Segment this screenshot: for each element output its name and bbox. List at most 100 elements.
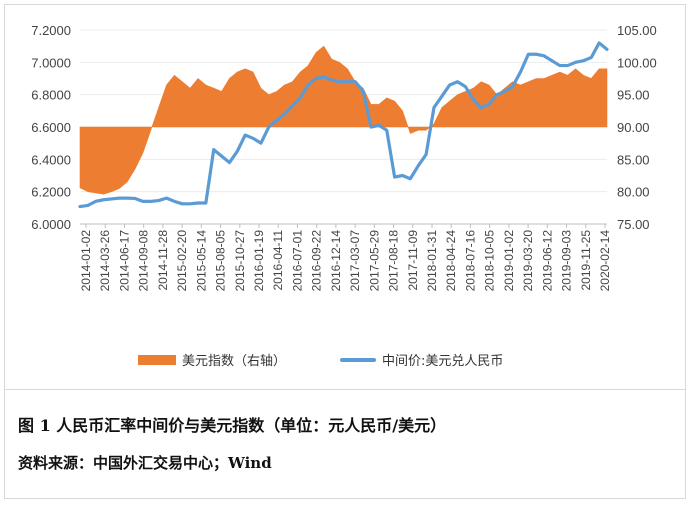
cny-midrate-point xyxy=(401,174,404,177)
cny-midrate-point xyxy=(378,124,380,126)
right-tick-label: 105.00 xyxy=(617,23,657,38)
cny-midrate-point xyxy=(228,161,231,164)
left-tick-label: 6.8000 xyxy=(31,88,71,103)
cny-midrate-point xyxy=(386,129,388,131)
usd-index-area-layer xyxy=(79,45,608,195)
chart-legend: 美元指数（右轴） 中间价:美元兑人民币 xyxy=(0,350,692,370)
x-axis-ticks: 2014-01-02 2014-03-26 2014-06-17 2014-09-08… xyxy=(79,224,612,291)
cny-midrate-point xyxy=(370,126,372,128)
cny-midrate-point xyxy=(197,202,199,204)
cny-midrate-point xyxy=(260,142,262,144)
x-tick-label: 2017-03-07 xyxy=(348,230,362,292)
cny-midrate-point xyxy=(307,84,309,86)
right-tick-label: 100.00 xyxy=(617,55,657,70)
cny-midrate-point xyxy=(362,90,364,93)
cny-midrate-line xyxy=(78,41,609,209)
cny-midrate-point xyxy=(590,56,592,59)
x-tick-label: 2016-07-01 xyxy=(290,230,304,292)
x-tick-label: 2019-09-03 xyxy=(560,230,574,292)
x-tick-label: 2018-01-31 xyxy=(425,230,439,292)
cny-midrate-point xyxy=(126,197,128,199)
cny-midrate-point xyxy=(567,64,569,67)
x-tick-label: 2015-02-20 xyxy=(175,230,189,292)
cny-midrate-point xyxy=(181,203,183,205)
cny-midrate-point xyxy=(519,71,522,73)
x-tick-label: 2017-11-09 xyxy=(406,230,420,291)
x-tick-label: 2019-01-02 xyxy=(502,230,516,292)
cny-midrate-point xyxy=(551,60,553,62)
cny-midrate-point xyxy=(291,105,293,107)
x-tick-label: 2018-04-24 xyxy=(444,230,458,292)
cny-midrate-point xyxy=(323,76,325,78)
cny-midrate-point xyxy=(527,53,529,55)
cny-midrate-point xyxy=(449,84,451,86)
cny-midrate-point xyxy=(433,107,435,109)
x-tick-label: 2014-01-02 xyxy=(79,230,93,292)
cny-midrate-point xyxy=(205,202,207,204)
left-tick-label: 7.0000 xyxy=(31,55,71,70)
cny-midrate-point xyxy=(189,203,191,205)
legend-item-cny-midrate: 中间价:美元兑人民币 xyxy=(340,350,503,369)
x-tick-label: 2017-05-29 xyxy=(367,230,381,292)
cny-midrate-point xyxy=(464,85,467,88)
legend-label-usd-index: 美元指数（右轴） xyxy=(182,354,287,369)
cny-midrate-point xyxy=(220,155,223,157)
cny-midrate-point xyxy=(236,150,238,152)
cny-midrate-point xyxy=(582,60,585,62)
cny-midrate-point xyxy=(338,81,341,83)
cny-midrate-point xyxy=(480,107,482,109)
cny-midrate-point xyxy=(95,200,97,202)
cny-midrate-point xyxy=(276,119,278,122)
legend-item-usd-index: 美元指数（右轴） xyxy=(138,350,286,369)
x-tick-label: 2019-03-20 xyxy=(521,230,535,292)
cny-midrate-point xyxy=(606,48,608,51)
cny-midrate-point xyxy=(150,200,152,202)
caption-divider xyxy=(4,389,686,390)
x-tick-label: 2016-12-14 xyxy=(329,230,343,292)
x-tick-label: 2017-08-18 xyxy=(387,230,401,292)
left-tick-label: 6.2000 xyxy=(31,185,71,200)
figure-source: 资料来源：中国外汇交易中心；Wind xyxy=(18,454,272,472)
x-tick-label: 2020-02-14 xyxy=(598,230,612,292)
cny-midrate-point xyxy=(504,90,506,93)
cny-midrate-point xyxy=(142,200,144,202)
x-tick-label: 2019-06-12 xyxy=(540,230,554,292)
cny-midrate-point xyxy=(173,200,175,202)
cny-midrate-point xyxy=(598,42,600,44)
cny-midrate-point xyxy=(134,197,136,200)
x-tick-label: 2016-04-11 xyxy=(271,230,285,291)
right-tick-label: 90.00 xyxy=(617,120,650,135)
cny-midrate-point xyxy=(354,81,356,83)
left-tick-label: 7.2000 xyxy=(31,23,71,38)
cny-midrate-point xyxy=(102,199,105,201)
cny-midrate-point xyxy=(394,176,396,178)
cny-midrate-line-layer xyxy=(78,41,609,209)
right-tick-label: 80.00 xyxy=(617,185,650,200)
x-tick-label: 2014-11-28 xyxy=(156,230,170,291)
cny-midrate-point xyxy=(559,64,561,67)
cny-midrate-point xyxy=(213,149,215,151)
cny-midrate-point xyxy=(425,153,427,156)
cny-midrate-point xyxy=(315,77,317,80)
left-tick-label: 6.6000 xyxy=(31,120,71,135)
cny-midrate-point xyxy=(535,53,537,55)
x-tick-label: 2014-06-17 xyxy=(117,230,131,292)
cny-midrate-point xyxy=(417,165,419,167)
legend-swatch-line xyxy=(340,357,376,362)
x-tick-label: 2016-09-22 xyxy=(310,230,324,292)
cny-midrate-point xyxy=(472,98,474,101)
cny-midrate-point xyxy=(87,204,89,207)
chart-canvas: 6.0000 6.2000 6.4000 6.6000 6.8000 7.0000 7.20… xyxy=(31,23,657,291)
x-tick-label: 2015-08-05 xyxy=(214,230,228,292)
x-tick-label: 2016-01-19 xyxy=(252,230,266,292)
cny-midrate-point xyxy=(110,198,113,200)
right-tick-label: 85.00 xyxy=(617,152,650,167)
x-tick-label: 2014-03-26 xyxy=(98,230,112,292)
x-tick-label: 2019-11-25 xyxy=(579,230,593,291)
left-axis-ticks: 6.0000 6.2000 6.4000 6.6000 6.8000 7.0000 7.20… xyxy=(31,23,71,232)
cny-midrate-point xyxy=(244,134,246,136)
cny-midrate-point xyxy=(79,205,81,208)
cny-midrate-point xyxy=(441,95,443,97)
cny-midrate-point xyxy=(283,113,286,115)
cny-midrate-point xyxy=(543,55,545,57)
